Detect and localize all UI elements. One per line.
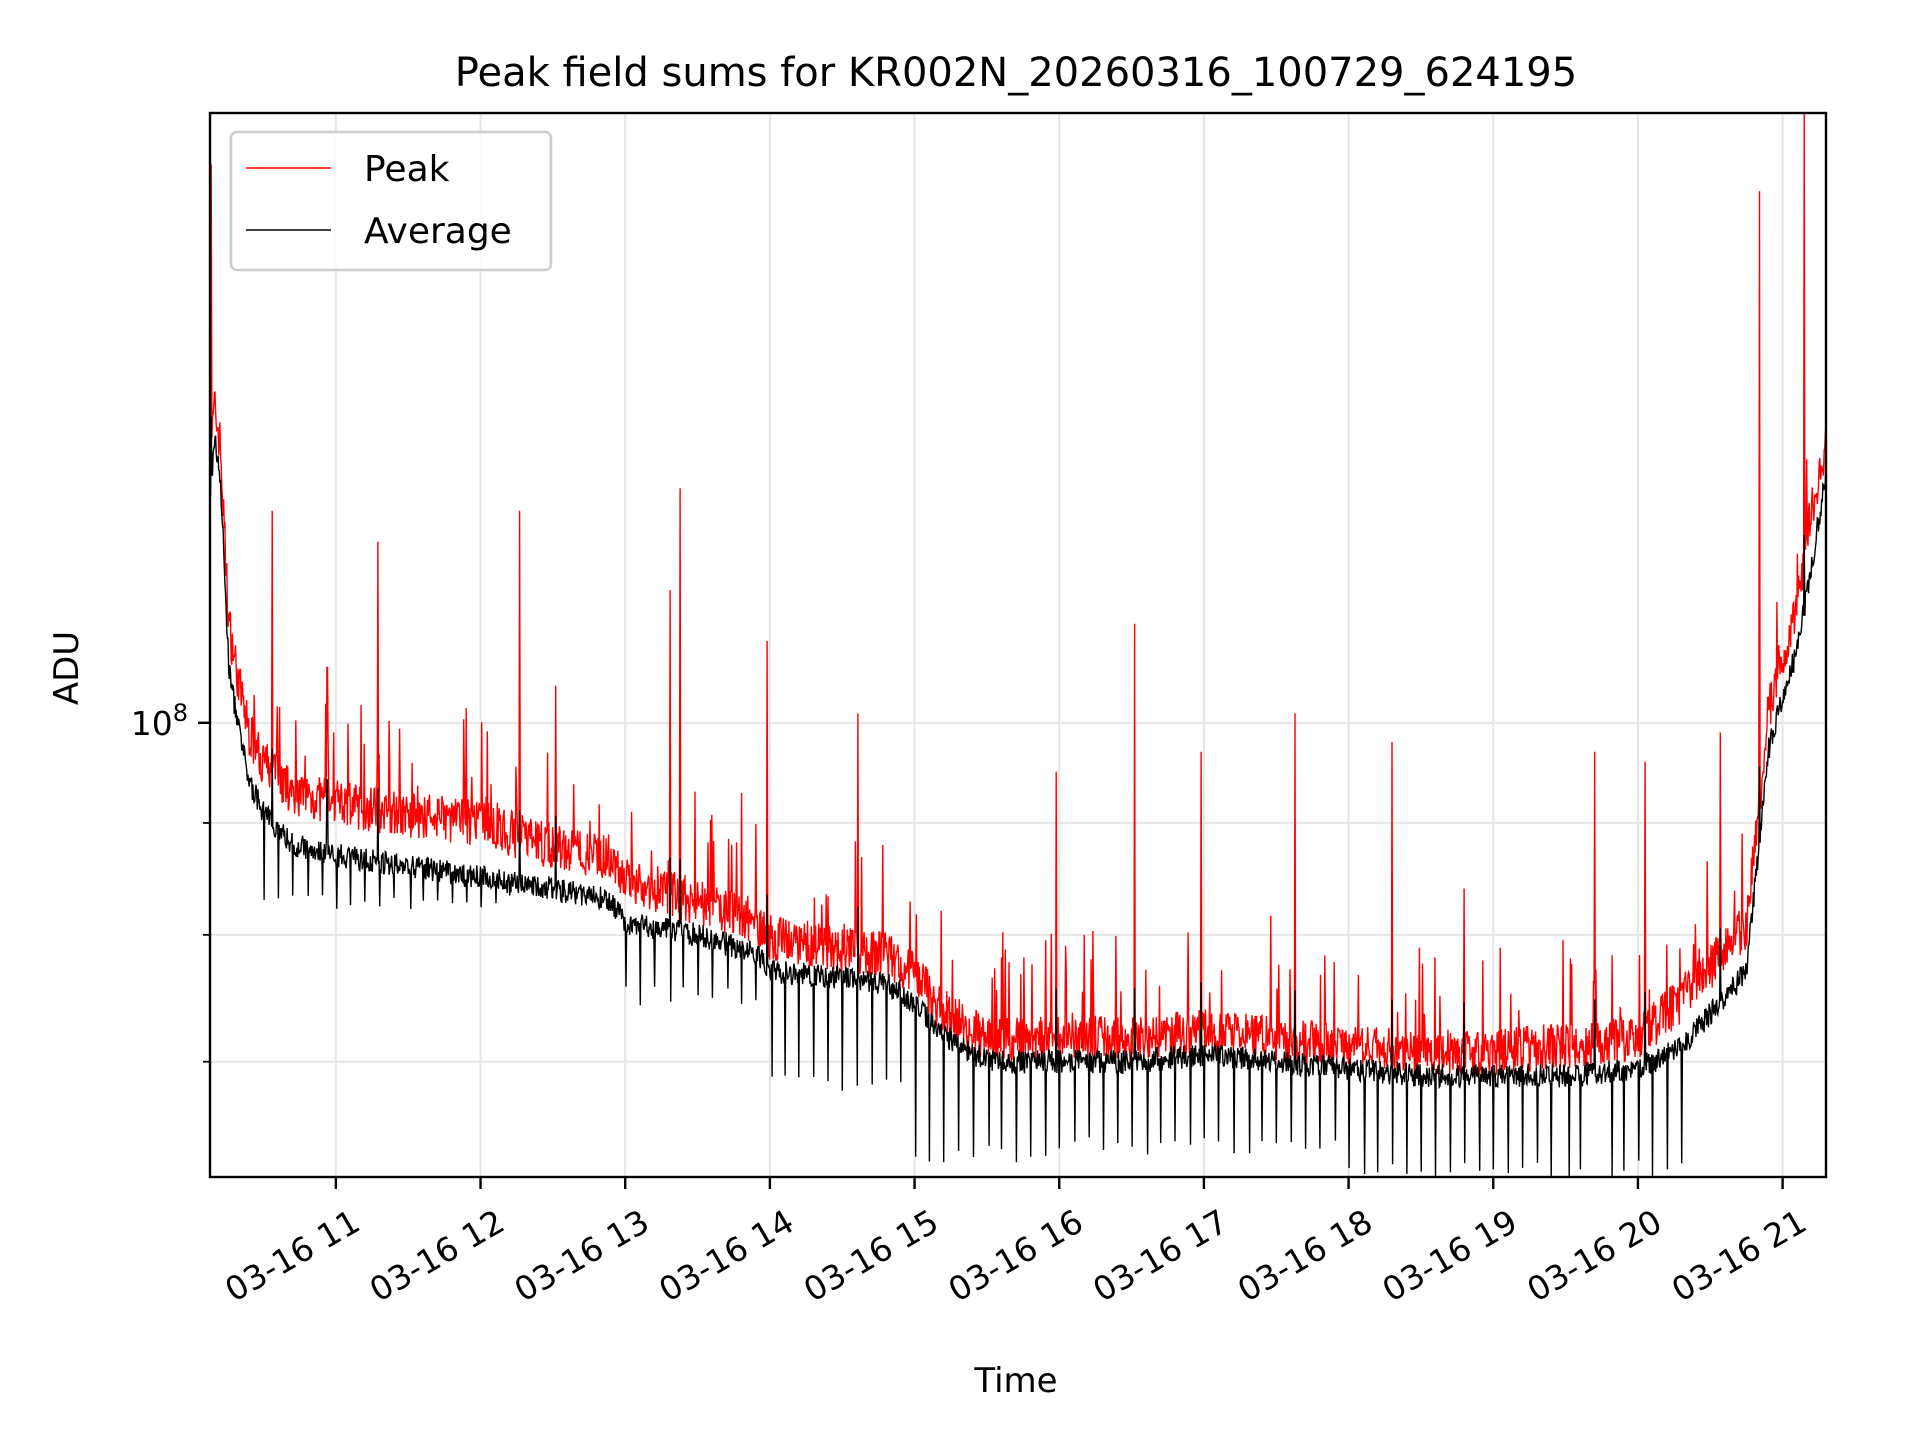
legend: Peak Average bbox=[229, 130, 553, 272]
axes-frame bbox=[208, 111, 1828, 1179]
legend-label-peak: Peak bbox=[364, 149, 450, 190]
series-line-average bbox=[210, 416, 1826, 1177]
y-axis-label: ADU bbox=[47, 631, 87, 705]
y-tick-label: 108 bbox=[131, 699, 188, 743]
plot-area bbox=[210, 113, 1826, 1177]
series-line-peak bbox=[210, 113, 1826, 1077]
chart-title: Peak field sums for KR002N_20260316_1007… bbox=[455, 50, 1577, 96]
legend-box bbox=[229, 130, 553, 272]
legend-label-average: Average bbox=[364, 211, 512, 252]
x-axis-label: Time bbox=[973, 1361, 1057, 1401]
